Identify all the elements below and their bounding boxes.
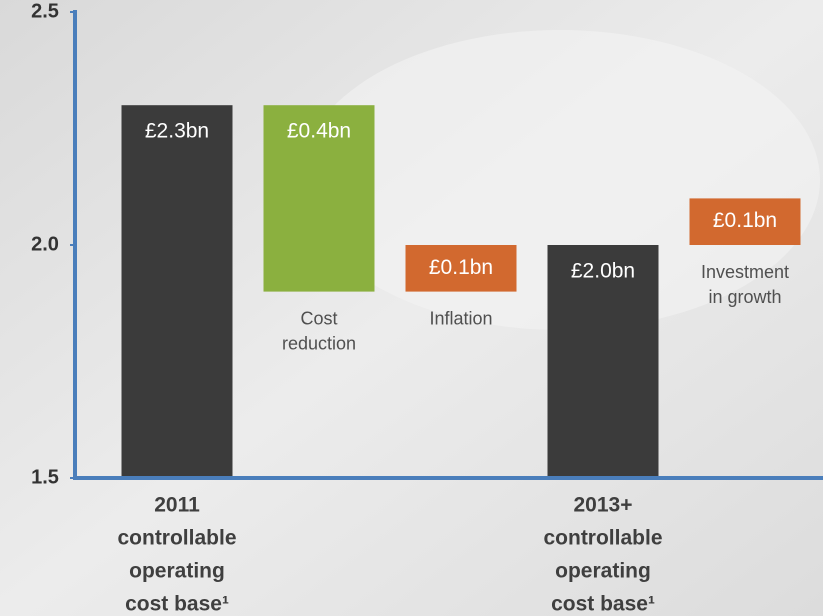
bar xyxy=(121,105,233,478)
bar xyxy=(547,245,659,478)
category-label: cost base¹ xyxy=(551,593,655,616)
category-label: 2013+ xyxy=(574,494,633,517)
bar xyxy=(405,245,517,292)
category-label: 2011 xyxy=(154,494,200,517)
category-label: Cost xyxy=(300,308,337,328)
value-label: £0.1bn xyxy=(429,256,493,279)
category-label: Investment xyxy=(701,262,789,282)
value-label: £0.4bn xyxy=(287,120,351,143)
value-label: £0.1bn xyxy=(713,209,777,232)
category-label: cost base¹ xyxy=(125,593,229,616)
value-label: £2.3bn xyxy=(145,120,209,143)
bar xyxy=(689,198,801,245)
category-label: Inflation xyxy=(429,308,492,328)
y-tick-label: 2.5 xyxy=(31,0,59,22)
value-label: £2.0bn xyxy=(571,260,635,283)
category-label: controllable xyxy=(543,527,662,550)
category-label: reduction xyxy=(282,333,356,353)
category-label: operating xyxy=(555,560,651,583)
y-tick-label: 1.5 xyxy=(31,466,59,488)
category-label: controllable xyxy=(117,527,236,550)
y-tick-label: 2.0 xyxy=(31,233,59,255)
category-label: operating xyxy=(129,560,225,583)
category-label: in growth xyxy=(708,287,781,307)
bar xyxy=(263,105,375,292)
